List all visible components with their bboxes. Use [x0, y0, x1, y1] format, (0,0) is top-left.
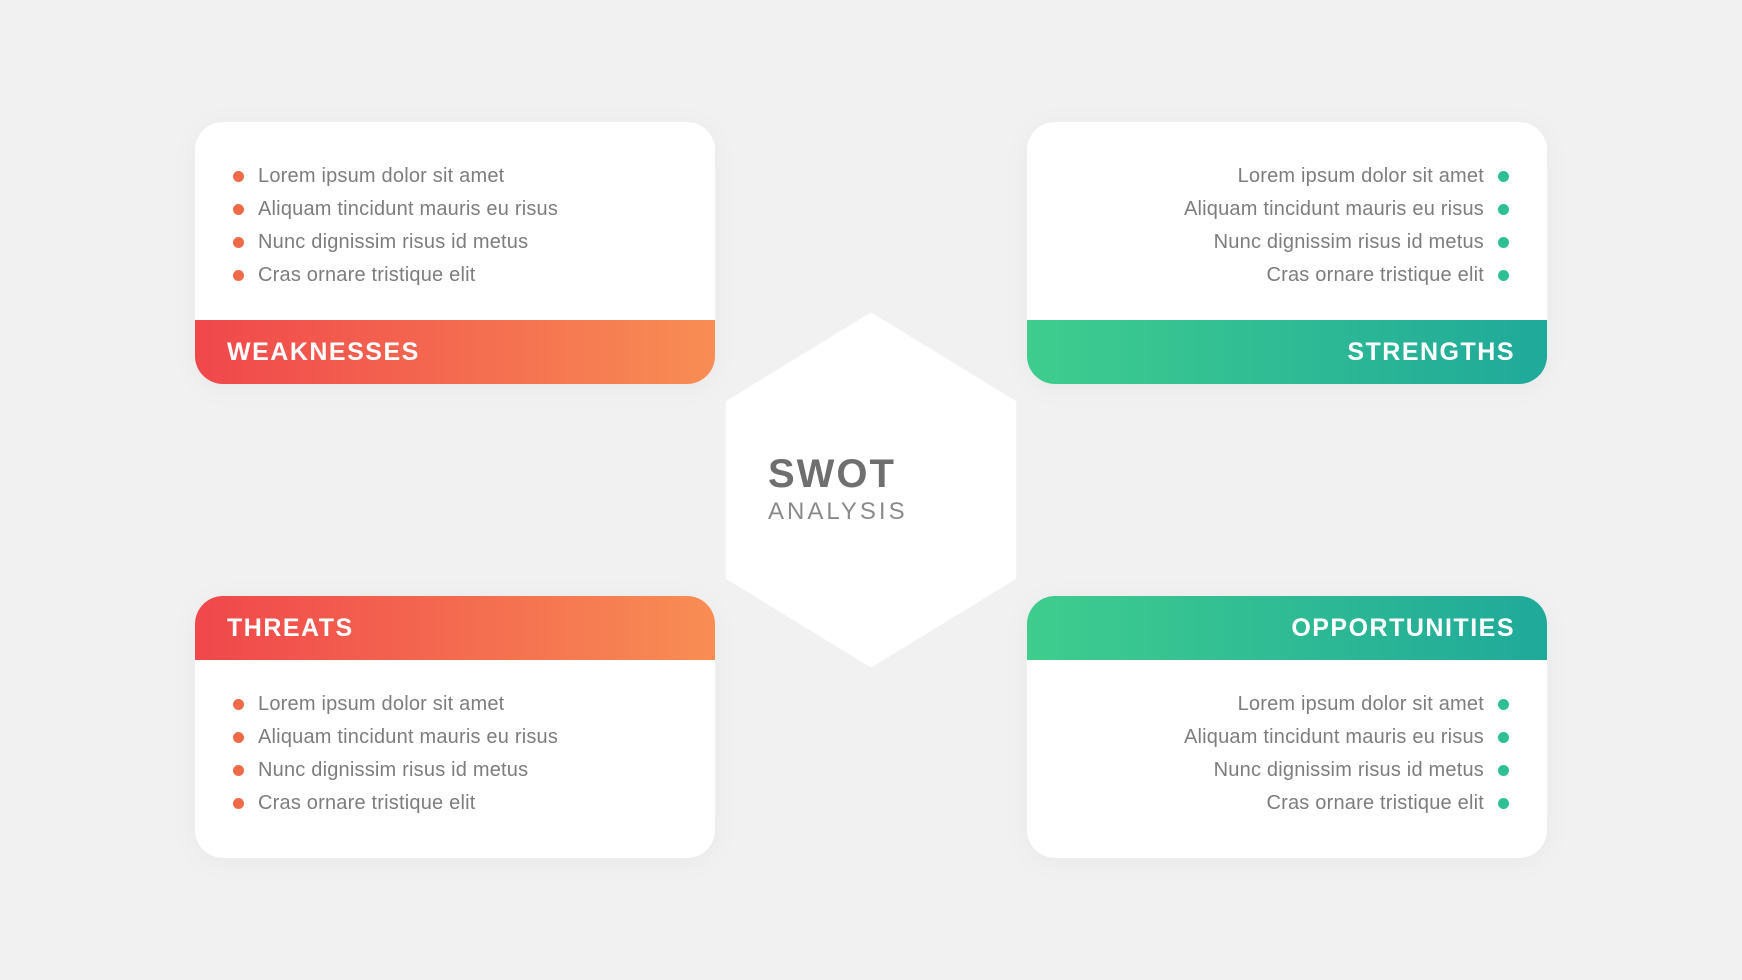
- bullet-icon: [233, 765, 244, 776]
- item-text: Lorem ipsum dolor sit amet: [1238, 693, 1484, 716]
- card-weaknesses-bar: WEAKNESSES: [195, 320, 715, 384]
- card-threats-bar: THREATS: [195, 596, 715, 660]
- card-threats-body: Lorem ipsum dolor sit amet Aliquam tinci…: [195, 660, 715, 858]
- item-text: Nunc dignissim risus id metus: [258, 231, 528, 254]
- list-item: Cras ornare tristique elit: [1065, 264, 1509, 287]
- center-title: SWOT: [768, 454, 908, 494]
- item-text: Aliquam tincidunt mauris eu risus: [1184, 726, 1484, 749]
- bullet-icon: [233, 204, 244, 215]
- bullet-icon: [233, 171, 244, 182]
- item-text: Nunc dignissim risus id metus: [258, 759, 528, 782]
- swot-canvas: Lorem ipsum dolor sit amet Aliquam tinci…: [145, 82, 1597, 898]
- card-weaknesses-body: Lorem ipsum dolor sit amet Aliquam tinci…: [195, 122, 715, 320]
- list-item: Cras ornare tristique elit: [233, 792, 677, 815]
- card-opportunities-bar: OPPORTUNITIES: [1027, 596, 1547, 660]
- list-item: Nunc dignissim risus id metus: [1065, 759, 1509, 782]
- bullet-icon: [1498, 732, 1509, 743]
- list-item: Nunc dignissim risus id metus: [233, 759, 677, 782]
- list-item: Aliquam tincidunt mauris eu risus: [233, 198, 677, 221]
- item-text: Lorem ipsum dolor sit amet: [1238, 165, 1484, 188]
- list-item: Aliquam tincidunt mauris eu risus: [233, 726, 677, 749]
- bullet-icon: [233, 237, 244, 248]
- bullet-icon: [1498, 699, 1509, 710]
- bullet-icon: [233, 270, 244, 281]
- card-weaknesses-label: WEAKNESSES: [227, 338, 420, 367]
- list-item: Aliquam tincidunt mauris eu risus: [1065, 198, 1509, 221]
- item-text: Nunc dignissim risus id metus: [1214, 231, 1484, 254]
- card-strengths-body: Lorem ipsum dolor sit amet Aliquam tinci…: [1027, 122, 1547, 320]
- card-opportunities: OPPORTUNITIES Lorem ipsum dolor sit amet…: [1027, 596, 1547, 858]
- card-threats: THREATS Lorem ipsum dolor sit amet Aliqu…: [195, 596, 715, 858]
- bullet-icon: [1498, 270, 1509, 281]
- center-hexagon-wrap: SWOT ANALYSIS: [686, 305, 1056, 675]
- bullet-icon: [1498, 798, 1509, 809]
- card-opportunities-body: Lorem ipsum dolor sit amet Aliquam tinci…: [1027, 660, 1547, 858]
- card-threats-label: THREATS: [227, 614, 354, 643]
- item-text: Nunc dignissim risus id metus: [1214, 759, 1484, 782]
- center-hexagon: SWOT ANALYSIS: [706, 305, 1036, 675]
- bullet-icon: [1498, 237, 1509, 248]
- card-strengths-label: STRENGTHS: [1347, 338, 1515, 367]
- item-text: Aliquam tincidunt mauris eu risus: [1184, 198, 1484, 221]
- card-strengths: Lorem ipsum dolor sit amet Aliquam tinci…: [1027, 122, 1547, 384]
- item-text: Aliquam tincidunt mauris eu risus: [258, 726, 558, 749]
- card-opportunities-label: OPPORTUNITIES: [1291, 614, 1515, 643]
- item-text: Lorem ipsum dolor sit amet: [258, 693, 504, 716]
- list-item: Lorem ipsum dolor sit amet: [233, 693, 677, 716]
- item-text: Cras ornare tristique elit: [1266, 792, 1484, 815]
- card-strengths-bar: STRENGTHS: [1027, 320, 1547, 384]
- list-item: Nunc dignissim risus id metus: [1065, 231, 1509, 254]
- list-item: Nunc dignissim risus id metus: [233, 231, 677, 254]
- bullet-icon: [1498, 204, 1509, 215]
- bullet-icon: [233, 699, 244, 710]
- item-text: Cras ornare tristique elit: [258, 264, 476, 287]
- list-item: Lorem ipsum dolor sit amet: [233, 165, 677, 188]
- item-text: Aliquam tincidunt mauris eu risus: [258, 198, 558, 221]
- item-text: Cras ornare tristique elit: [1266, 264, 1484, 287]
- item-text: Cras ornare tristique elit: [258, 792, 476, 815]
- center-subtitle: ANALYSIS: [768, 498, 908, 526]
- bullet-icon: [1498, 765, 1509, 776]
- bullet-icon: [1498, 171, 1509, 182]
- bullet-icon: [233, 732, 244, 743]
- list-item: Lorem ipsum dolor sit amet: [1065, 165, 1509, 188]
- list-item: Cras ornare tristique elit: [1065, 792, 1509, 815]
- bullet-icon: [233, 798, 244, 809]
- list-item: Cras ornare tristique elit: [233, 264, 677, 287]
- item-text: Lorem ipsum dolor sit amet: [258, 165, 504, 188]
- card-weaknesses: Lorem ipsum dolor sit amet Aliquam tinci…: [195, 122, 715, 384]
- list-item: Lorem ipsum dolor sit amet: [1065, 693, 1509, 716]
- list-item: Aliquam tincidunt mauris eu risus: [1065, 726, 1509, 749]
